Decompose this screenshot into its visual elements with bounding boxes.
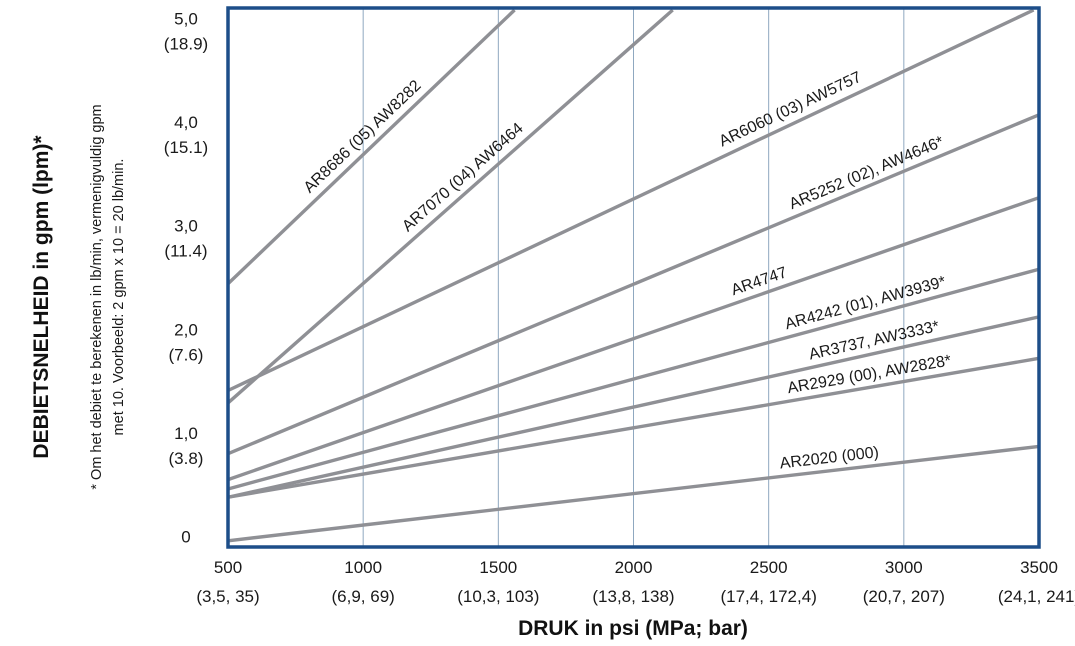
x-tick-label: 1000 [344,558,382,577]
x-tick-sublabel: (10,3, 103) [457,587,539,606]
y-tick-sublabel: (3.8) [169,449,204,468]
footnote-line-1: * Om het debiet te berekenen in lb/min, … [89,104,105,489]
y-tick-sublabel: (7.6) [169,345,204,364]
y-tick-sublabel: (18.9) [164,34,208,53]
footnote-line-2: met 10. Voorbeeld: 2 gpm x 10 = 20 lb/mi… [111,159,127,436]
x-tick-label: 3500 [1020,558,1058,577]
x-tick-sublabel: (13,8, 138) [592,587,674,606]
series-line-2 [227,8,1035,393]
x-axis-title: DRUK in psi (MPa; bar) [518,617,748,640]
x-tick-label: 2000 [615,558,653,577]
series-label-1: AR7070 (04) AW6464 [399,120,527,235]
y-tick-label: 4,0 [174,113,198,132]
x-tick-sublabel: (24,1, 241) [998,587,1075,606]
plot-frame [226,6,1041,549]
y-tick-label: 1,0 [174,424,198,443]
series-line-0 [226,8,516,285]
series-line-3 [227,113,1040,456]
tick-layer: 500 (3,5, 35) 1000 (6,9, 69) 1500 (10,3, 103)… [164,9,1075,606]
y-tick-sublabel: (15.1) [164,138,208,157]
series-line-5 [227,267,1040,491]
x-tick-sublabel: (17,4, 172,4) [720,587,816,606]
y-tick-label: 2,0 [174,320,198,339]
x-tick-sublabel: (3,5, 35) [196,587,259,606]
series-line-8 [227,444,1040,543]
series-line-1 [226,8,674,405]
y-tick-label: 3,0 [174,217,198,236]
x-tick-label: 3000 [885,558,923,577]
x-tick-label: 2500 [750,558,788,577]
series-line-6 [227,315,1040,499]
y-tick-sublabel: (11.4) [164,242,207,261]
series-line-4 [227,196,1040,482]
x-tick-sublabel: (20,7, 207) [863,587,945,606]
x-tick-label: 1500 [479,558,517,577]
series-label-2: AR6060 (03) AW5757 [717,69,865,151]
series-label-3: AR5252 (02), AW4646* [787,133,946,213]
y-axis-title: DEBIETSNELHEID in gpm (lpm)* [30,135,53,459]
grid-layer [362,8,905,547]
series-line-7 [227,356,1040,499]
y-tick-label: 5,0 [174,9,198,28]
x-tick-label: 500 [214,558,242,577]
y-tick-label: 0 [181,528,190,547]
x-tick-sublabel: (6,9, 69) [332,587,395,606]
